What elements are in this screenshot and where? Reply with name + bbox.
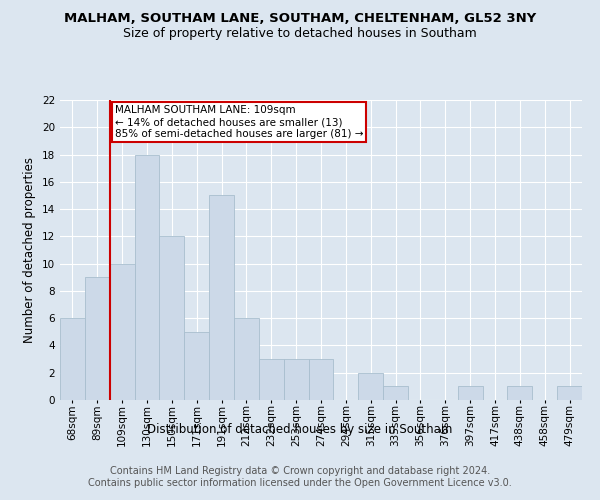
- Text: Distribution of detached houses by size in Southam: Distribution of detached houses by size …: [148, 422, 452, 436]
- Bar: [308, 359, 334, 400]
- Bar: [284, 359, 308, 400]
- Text: Contains HM Land Registry data © Crown copyright and database right 2024.
Contai: Contains HM Land Registry data © Crown c…: [88, 466, 512, 487]
- Bar: [209, 196, 234, 400]
- Bar: [184, 332, 209, 400]
- Bar: [358, 372, 383, 400]
- Bar: [458, 386, 482, 400]
- Bar: [160, 236, 184, 400]
- Bar: [557, 386, 582, 400]
- Bar: [85, 278, 110, 400]
- Bar: [134, 154, 160, 400]
- Bar: [508, 386, 532, 400]
- Text: MALHAM SOUTHAM LANE: 109sqm
← 14% of detached houses are smaller (13)
85% of sem: MALHAM SOUTHAM LANE: 109sqm ← 14% of det…: [115, 106, 363, 138]
- Bar: [234, 318, 259, 400]
- Y-axis label: Number of detached properties: Number of detached properties: [23, 157, 37, 343]
- Text: MALHAM, SOUTHAM LANE, SOUTHAM, CHELTENHAM, GL52 3NY: MALHAM, SOUTHAM LANE, SOUTHAM, CHELTENHA…: [64, 12, 536, 26]
- Bar: [60, 318, 85, 400]
- Bar: [110, 264, 134, 400]
- Text: Size of property relative to detached houses in Southam: Size of property relative to detached ho…: [123, 28, 477, 40]
- Bar: [383, 386, 408, 400]
- Bar: [259, 359, 284, 400]
